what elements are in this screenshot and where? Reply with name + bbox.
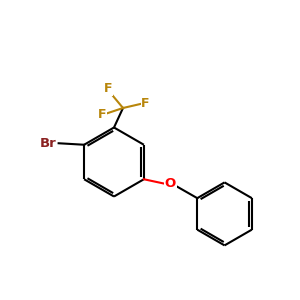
- Text: F: F: [141, 97, 150, 110]
- Text: Br: Br: [40, 137, 56, 150]
- Text: F: F: [98, 107, 106, 121]
- Text: O: O: [165, 177, 176, 190]
- Text: F: F: [104, 82, 112, 95]
